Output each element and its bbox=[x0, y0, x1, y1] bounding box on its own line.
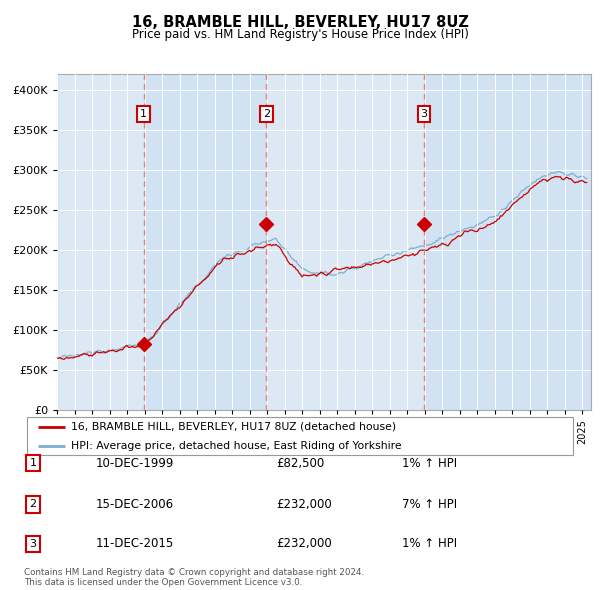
Text: Price paid vs. HM Land Registry's House Price Index (HPI): Price paid vs. HM Land Registry's House … bbox=[131, 28, 469, 41]
Text: 16, BRAMBLE HILL, BEVERLEY, HU17 8UZ: 16, BRAMBLE HILL, BEVERLEY, HU17 8UZ bbox=[131, 15, 469, 30]
Text: 11-DEC-2015: 11-DEC-2015 bbox=[96, 537, 174, 550]
Text: Contains HM Land Registry data © Crown copyright and database right 2024.
This d: Contains HM Land Registry data © Crown c… bbox=[24, 568, 364, 587]
Text: 1% ↑ HPI: 1% ↑ HPI bbox=[402, 457, 457, 470]
Text: 1: 1 bbox=[29, 458, 37, 468]
Text: 3: 3 bbox=[421, 109, 427, 119]
Text: £232,000: £232,000 bbox=[276, 498, 332, 511]
Text: HPI: Average price, detached house, East Riding of Yorkshire: HPI: Average price, detached house, East… bbox=[71, 441, 401, 451]
Text: 10-DEC-1999: 10-DEC-1999 bbox=[96, 457, 175, 470]
Text: £232,000: £232,000 bbox=[276, 537, 332, 550]
Text: 1% ↑ HPI: 1% ↑ HPI bbox=[402, 537, 457, 550]
Text: £82,500: £82,500 bbox=[276, 457, 324, 470]
Text: 15-DEC-2006: 15-DEC-2006 bbox=[96, 498, 174, 511]
Bar bbox=[424, 74, 591, 410]
Text: 16, BRAMBLE HILL, BEVERLEY, HU17 8UZ (detached house): 16, BRAMBLE HILL, BEVERLEY, HU17 8UZ (de… bbox=[71, 422, 396, 432]
Text: 2: 2 bbox=[29, 500, 37, 509]
Text: 1: 1 bbox=[140, 109, 147, 119]
Text: 7% ↑ HPI: 7% ↑ HPI bbox=[402, 498, 457, 511]
FancyBboxPatch shape bbox=[27, 417, 573, 455]
Text: 3: 3 bbox=[29, 539, 37, 549]
Text: 2: 2 bbox=[263, 109, 270, 119]
Bar bbox=[143, 74, 266, 410]
